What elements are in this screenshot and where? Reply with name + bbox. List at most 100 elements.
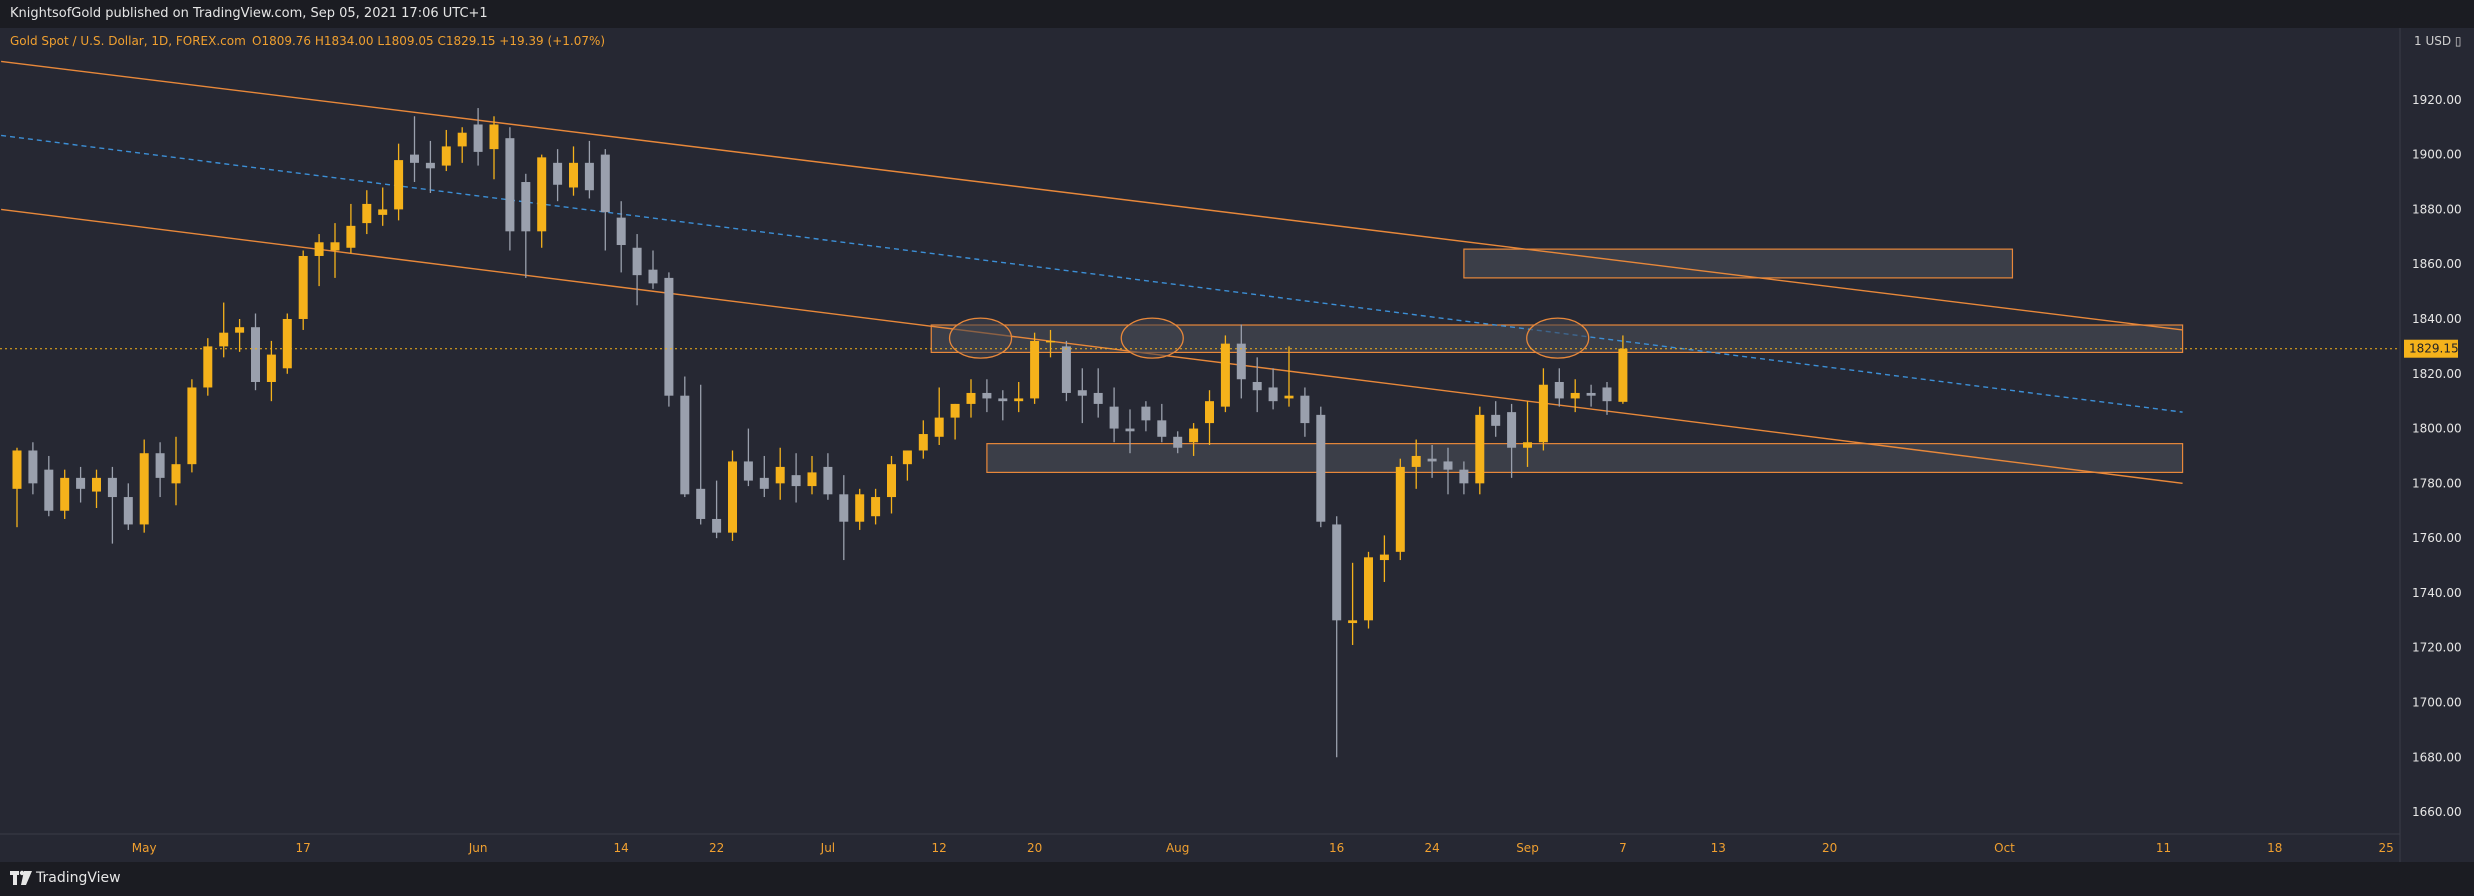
candle xyxy=(187,387,197,465)
last-price-badge xyxy=(2404,339,2458,358)
support-zone-lower xyxy=(986,443,2184,473)
symbol-legend: Gold Spot / U.S. Dollar, 1D, FOREX.com xyxy=(10,34,246,48)
time-tick-label: 16 xyxy=(1329,841,1344,855)
resistance-zone-upper xyxy=(1463,248,2014,279)
time-tick-label: 13 xyxy=(1711,841,1726,855)
candle xyxy=(219,332,229,347)
published-line: KnightsofGold published on TradingView.c… xyxy=(10,6,488,21)
candle xyxy=(1046,340,1055,343)
rejection-ellipse-3 xyxy=(1526,317,1590,359)
time-tick-label: 18 xyxy=(2267,841,2282,855)
candle xyxy=(664,277,674,396)
candle xyxy=(855,494,865,522)
candle xyxy=(1618,348,1628,402)
candle xyxy=(1125,428,1135,432)
candle xyxy=(743,461,753,481)
candle xyxy=(1443,461,1453,470)
brand-footer: TradingView xyxy=(0,862,2474,896)
time-tick-label: 20 xyxy=(1822,841,1837,855)
candle xyxy=(1586,392,1596,396)
candle xyxy=(203,346,213,388)
candle xyxy=(1284,395,1294,399)
candle xyxy=(696,488,706,519)
candle xyxy=(1061,346,1071,393)
time-tick-label: Aug xyxy=(1166,841,1189,855)
candle xyxy=(728,461,737,533)
candle xyxy=(1379,554,1389,561)
candle xyxy=(1395,466,1405,552)
rejection-ellipse-2 xyxy=(1120,317,1184,359)
candle xyxy=(648,269,658,284)
candle xyxy=(1252,381,1262,391)
time-tick-label: Jun xyxy=(468,841,488,855)
channel-upper-line xyxy=(1,60,2183,331)
candle xyxy=(489,124,499,150)
price-tick-label: 1660.00 xyxy=(2412,805,2462,819)
price-tick-label: 1760.00 xyxy=(2412,531,2462,545)
candle xyxy=(155,453,165,478)
publish-header: KnightsofGold published on TradingView.c… xyxy=(0,0,2474,28)
candle xyxy=(680,395,690,495)
candle xyxy=(1077,390,1087,396)
candle xyxy=(1236,343,1246,380)
candle xyxy=(282,318,292,369)
candle xyxy=(505,138,515,232)
candle xyxy=(902,450,912,465)
time-tick-label: Sep xyxy=(1516,841,1539,855)
candle xyxy=(1173,436,1183,448)
candle xyxy=(584,162,594,191)
candle xyxy=(569,162,578,188)
candle xyxy=(1157,420,1167,437)
candle xyxy=(171,464,181,484)
candle xyxy=(1220,343,1230,407)
price-tick-label: 1780.00 xyxy=(2412,476,2462,490)
candle xyxy=(473,124,483,152)
rejection-ellipse-1 xyxy=(948,317,1013,359)
candle xyxy=(298,255,308,319)
channel-lower-line xyxy=(1,208,2183,485)
time-tick-label: 11 xyxy=(2156,841,2171,855)
candle xyxy=(235,327,245,333)
candle xyxy=(1538,384,1548,443)
price-axis: 1660.00 1680.00 1700.00 1720.00 1740.00 1760.… xyxy=(2399,28,2462,862)
time-tick-label: 20 xyxy=(1027,841,1042,855)
price-tick-label: 1800.00 xyxy=(2412,422,2462,436)
plot-layer xyxy=(0,60,2400,758)
candle xyxy=(759,477,769,489)
candle xyxy=(251,327,260,382)
price-tick-label: 1680.00 xyxy=(2412,750,2462,764)
candle xyxy=(1507,412,1517,448)
candle xyxy=(44,469,54,511)
candle xyxy=(441,146,451,166)
candle xyxy=(314,242,324,256)
candle xyxy=(553,162,563,185)
candle xyxy=(410,154,419,163)
candle xyxy=(1093,392,1103,404)
candle xyxy=(1300,395,1310,424)
time-tick-label: 14 xyxy=(614,841,629,855)
candle xyxy=(521,182,531,232)
candle xyxy=(1030,340,1040,399)
candle xyxy=(1475,414,1485,484)
candle xyxy=(934,417,944,437)
candle xyxy=(791,475,801,487)
price-tick-label: 1840.00 xyxy=(2412,312,2462,326)
candle xyxy=(1332,524,1342,621)
tradingview-brand: TradingView xyxy=(36,870,121,886)
time-axis: May 17 Jun 14 22 Jul 12 20 Aug 16 24 Sep 7 13 20 Oct 11 1… xyxy=(0,833,2400,855)
candle xyxy=(1109,406,1119,429)
candle xyxy=(982,392,992,399)
candle xyxy=(1523,442,1532,448)
candle xyxy=(871,497,881,517)
candle xyxy=(28,450,38,484)
time-tick-label: 17 xyxy=(296,841,311,855)
price-chart[interactable]: 1660.00 1680.00 1700.00 1720.00 1740.00 1760.… xyxy=(0,28,2474,862)
candle xyxy=(998,398,1008,402)
candle xyxy=(1491,414,1501,426)
candle xyxy=(1014,398,1024,402)
candle xyxy=(887,464,896,498)
candle xyxy=(1364,557,1373,621)
candle xyxy=(457,132,467,147)
price-tick-label: 1700.00 xyxy=(2412,696,2462,710)
candle xyxy=(966,392,976,404)
